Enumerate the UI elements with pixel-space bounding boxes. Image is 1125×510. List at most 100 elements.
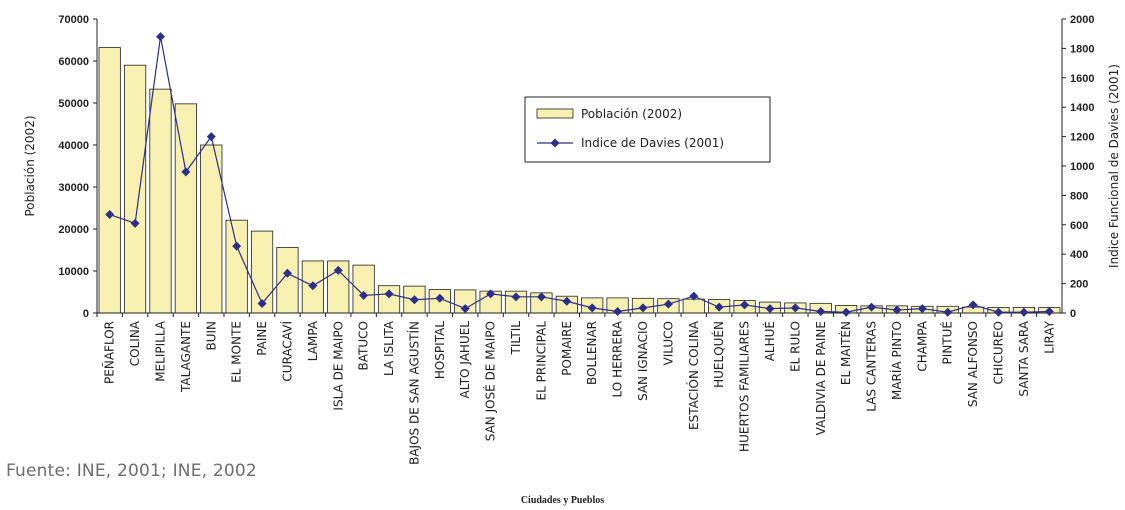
y-axis-right-title: Indice Funcional de Davies (2001) (1107, 64, 1121, 268)
x-tick-label: CURACAVÍ (279, 321, 294, 382)
davies-point-37 (1044, 307, 1054, 317)
x-tick-label: LIRAY (1042, 320, 1056, 353)
x-tick-label: MARÍA PINTO (889, 321, 904, 400)
x-tick-label: SAN ALFONSO (966, 321, 980, 407)
x-tick-label: EL RULO (788, 321, 802, 372)
davies-point-27 (790, 303, 800, 313)
y-tick-left-label: 20000 (58, 224, 89, 236)
davies-point-9 (333, 265, 343, 275)
x-tick-label: BATUCO (357, 321, 371, 370)
davies-point-0 (105, 210, 115, 220)
legend-line-marker (550, 138, 560, 148)
davies-point-12 (409, 295, 419, 305)
y-tick-right-label: 1200 (1070, 132, 1094, 144)
bar-10 (352, 264, 375, 314)
x-tick-label: ALHUÉ (762, 321, 777, 361)
davies-point-5 (232, 241, 242, 251)
davies-point-6 (257, 298, 267, 308)
legend-box (524, 96, 771, 163)
legend-bar-swatch (536, 108, 574, 119)
y-tick-left-label: 10000 (58, 266, 89, 278)
y-tick-right-label: 1400 (1070, 102, 1094, 114)
davies-point-18 (562, 296, 572, 306)
source-note: Fuente: INE, 2001; INE, 2002 (6, 461, 257, 481)
x-tick-label: LAMPA (306, 320, 320, 361)
y-tick-left-label: 30000 (58, 182, 89, 194)
x-tick-label: LO HERRERA (611, 320, 625, 397)
x-tick-label: HUERTOS FAMILIARES (738, 321, 752, 452)
davies-point-8 (308, 281, 318, 291)
x-tick-label: SANTA SARA (1017, 320, 1031, 396)
x-tick-label: CHICUREO (992, 321, 1006, 384)
x-tick-label: ALTO JAHUEL (458, 321, 472, 399)
y-tick-right-label: 1600 (1070, 73, 1094, 85)
x-tick-label: HUELQUÉN (711, 321, 726, 388)
davies-point-32 (917, 304, 927, 314)
davies-point-11 (384, 289, 394, 299)
x-tick-label: MELIPILLA (153, 320, 167, 382)
x-tick-label: POMAIRE (560, 321, 574, 376)
davies-point-34 (968, 300, 978, 310)
x-tick-label: PEÑAFLOR (102, 321, 117, 384)
y-tick-left-label: 70000 (58, 14, 89, 26)
y-tick-right-label: 1800 (1070, 43, 1094, 55)
bar-5 (225, 219, 248, 314)
legend-bar-label: Población (2002) (581, 107, 682, 121)
x-tick-label: LA ISLITA (382, 320, 396, 376)
x-tick-label: VALDIVIA DE PAINE (814, 321, 828, 435)
bar-2 (149, 88, 172, 314)
davies-point-16 (511, 292, 521, 302)
davies-point-10 (359, 290, 369, 300)
davies-point-21 (638, 303, 648, 313)
x-tick-label: SAN IGNACIO (636, 321, 650, 401)
davies-point-22 (663, 299, 673, 309)
x-tick-label: COLINA (128, 320, 142, 366)
x-tick-label: SAN JOSÉ DE MAIPO (483, 321, 498, 441)
y-tick-left-label: 50000 (58, 98, 89, 110)
y-tick-right-label: 200 (1070, 279, 1088, 291)
x-tick-label: LAS CANTERAS (865, 321, 879, 412)
y-tick-right-label: 400 (1070, 249, 1088, 261)
x-tick-label: VILUCO (661, 321, 675, 365)
davies-point-15 (486, 289, 496, 299)
x-tick-label: EL PRINCIPAL (534, 321, 548, 401)
davies-point-30 (867, 302, 877, 312)
y-tick-right-label: 800 (1070, 190, 1088, 202)
y-axis-left-title: Población (2002) (23, 115, 37, 217)
davies-point-7 (282, 268, 292, 278)
davies-point-3 (181, 167, 191, 177)
davies-point-23 (689, 291, 699, 301)
x-axis-title: Ciudades y Pueblos (520, 495, 605, 506)
y-tick-left-label: 40000 (58, 140, 89, 152)
davies-line (109, 36, 1050, 313)
davies-point-33 (943, 307, 953, 317)
davies-point-19 (587, 303, 597, 313)
y-tick-right-label: 2000 (1070, 14, 1094, 26)
davies-point-2 (155, 32, 165, 42)
davies-point-4 (206, 132, 216, 142)
davies-point-25 (740, 300, 750, 310)
x-tick-label: BUIN (204, 321, 218, 351)
davies-point-28 (816, 307, 826, 317)
x-tick-label: TALAGANTE (179, 321, 193, 393)
x-tick-label: ESTACIÓN COLINA (686, 320, 701, 430)
x-tick-label: BAJOS DE SAN AGUSTÍN (406, 321, 421, 465)
davies-point-29 (841, 307, 851, 317)
x-tick-label: HOSPITAL (433, 321, 447, 379)
bar-0 (98, 47, 121, 314)
bar-1 (123, 64, 147, 314)
x-tick-label: BOLLENAR (585, 321, 599, 385)
davies-point-31 (892, 305, 902, 315)
y-tick-left-label: 60000 (58, 56, 89, 68)
x-tick-label: PINTUÉ (940, 321, 955, 364)
davies-point-13 (435, 293, 445, 303)
x-tick-label: EL MONTE (230, 321, 244, 383)
bar-23 (682, 298, 705, 314)
davies-point-1 (130, 218, 140, 228)
davies-point-26 (765, 304, 775, 314)
x-tick-label: PAINE (255, 321, 269, 356)
y-tick-left-label: 0 (83, 308, 89, 320)
davies-point-20 (613, 307, 623, 317)
davies-point-35 (994, 307, 1004, 317)
